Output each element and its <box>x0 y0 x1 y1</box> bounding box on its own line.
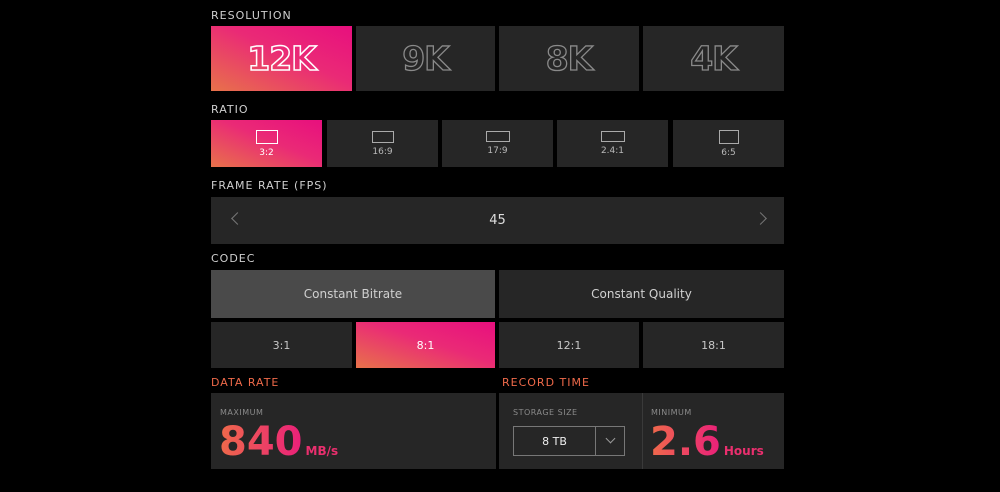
resolution-text: 4K <box>690 38 739 78</box>
ratio-text: 6:5 <box>721 147 736 158</box>
section-label: RATIO <box>211 103 249 116</box>
ratio-text: 2.4:1 <box>600 146 625 156</box>
section-label: DATA RATE <box>211 376 280 389</box>
resolution-button[interactable]: 8K <box>499 26 639 91</box>
data-rate-value: 840 <box>219 419 303 465</box>
resolution-text: 9K <box>402 38 451 78</box>
codec-mode-text: Constant Quality <box>591 287 692 301</box>
resolution-text: 12K <box>247 38 318 79</box>
ratio-text: 3:2 <box>259 147 274 158</box>
frame-rate-control: 45 <box>211 197 784 244</box>
compression-button[interactable]: 12:1 <box>499 322 639 368</box>
dropdown-chevron-box <box>596 427 624 455</box>
ratio-button[interactable]: 6:5 <box>673 120 784 167</box>
data-rate-unit: MB/s <box>305 444 339 458</box>
ratio-icon <box>718 129 739 144</box>
compression-button[interactable]: 3:1 <box>211 322 352 368</box>
ratio-text: 16:9 <box>372 146 393 157</box>
record-time-readout: 2.6 Hours <box>650 419 764 465</box>
data-rate-box: MAXIMUM 840 MB/s <box>211 393 496 469</box>
storage-value: 8 TB <box>514 427 596 455</box>
section-label: CODEC <box>211 252 256 265</box>
frame-rate-value: 45 <box>489 213 506 228</box>
dropdown-chevron <box>605 433 616 444</box>
section-label: RECORD TIME <box>502 376 590 389</box>
data-rate-readout: 840 MB/s <box>219 419 338 465</box>
ratio-icon <box>371 130 394 143</box>
resolution-button[interactable]: 9K <box>356 26 495 91</box>
compression-button[interactable]: 18:1 <box>643 322 784 368</box>
record-time-value: 2.6 <box>650 419 721 465</box>
section-label: RESOLUTION <box>211 9 292 22</box>
ratio-icon <box>255 129 278 144</box>
storage-caption: STORAGE SIZE <box>513 408 578 417</box>
resolution-text: 8K <box>545 38 594 78</box>
compression-text: 8:1 <box>416 338 435 352</box>
record-time-unit: Hours <box>723 444 764 458</box>
compression-button[interactable]: 8:1 <box>356 322 495 368</box>
compression-text: 3:1 <box>272 338 291 352</box>
ratio-button[interactable]: 16:9 <box>327 120 438 167</box>
compression-text: 12:1 <box>556 338 582 352</box>
ratio-icon <box>600 131 625 142</box>
compression-text: 18:1 <box>701 338 726 352</box>
divider <box>642 393 643 469</box>
ratio-button[interactable]: 2.4:1 <box>557 120 668 167</box>
storage-select[interactable]: 8 TB <box>513 426 625 456</box>
codec-mode-button[interactable]: Constant Quality <box>499 270 784 318</box>
data-rate-caption: MAXIMUM <box>220 408 264 417</box>
record-time-caption: MINIMUM <box>651 408 692 417</box>
codec-mode-button[interactable]: Constant Bitrate <box>211 270 495 318</box>
resolution-button[interactable]: 4K <box>643 26 784 91</box>
codec-mode-text: Constant Bitrate <box>303 287 403 301</box>
ratio-button[interactable]: 17:9 <box>442 120 553 167</box>
ratio-icon <box>485 131 510 142</box>
section-label: FRAME RATE (FPS) <box>211 179 328 192</box>
record-time-box: STORAGE SIZE 8 TB MINIMUM 2.6 Hours <box>499 393 784 469</box>
resolution-button[interactable]: 12K <box>211 26 352 91</box>
ratio-button[interactable]: 3:2 <box>211 120 322 167</box>
ratio-text: 17:9 <box>487 146 508 156</box>
